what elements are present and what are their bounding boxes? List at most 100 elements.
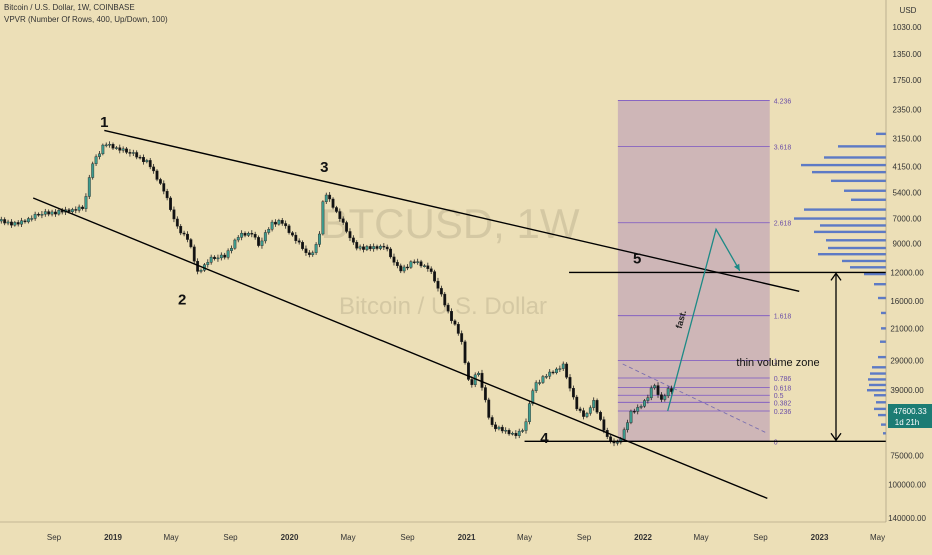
volume-profile-bar bbox=[876, 132, 886, 136]
dashed-projection-line[interactable] bbox=[622, 363, 768, 434]
candle-body bbox=[375, 246, 379, 249]
candle-body bbox=[460, 333, 464, 342]
candle-body bbox=[213, 256, 216, 259]
candle-body bbox=[548, 371, 552, 377]
candle-body bbox=[98, 153, 101, 157]
candle-body bbox=[267, 229, 271, 233]
candle-body bbox=[395, 262, 399, 266]
candle-body bbox=[246, 232, 250, 236]
candle-body bbox=[91, 163, 95, 178]
candle-body bbox=[636, 407, 640, 412]
candle-body bbox=[588, 407, 592, 414]
candle-body bbox=[236, 237, 240, 241]
volume-profile-bar bbox=[872, 366, 886, 369]
candle-body bbox=[257, 237, 260, 246]
candle-body bbox=[158, 179, 162, 184]
candle-body bbox=[527, 403, 531, 422]
candle-body bbox=[216, 257, 220, 260]
volume-profile-bar bbox=[878, 413, 886, 417]
candle-body bbox=[142, 157, 145, 163]
candle-body bbox=[101, 144, 105, 155]
candle-body bbox=[260, 240, 264, 246]
volume-profile-bar bbox=[850, 266, 886, 269]
candle-body bbox=[558, 368, 562, 370]
price-tick-label: 1350.00 bbox=[893, 50, 922, 59]
candle-body bbox=[219, 254, 223, 259]
candle-body bbox=[521, 430, 525, 432]
candle-body bbox=[274, 221, 277, 225]
volume-zone-label: thin volume zone bbox=[736, 357, 819, 369]
candle-body bbox=[656, 385, 660, 395]
candle-body bbox=[467, 362, 470, 380]
candle-body bbox=[230, 248, 233, 251]
candle-body bbox=[385, 246, 389, 250]
candle-body bbox=[487, 399, 491, 418]
candle-body bbox=[287, 225, 291, 233]
candle-body bbox=[121, 148, 125, 151]
candle-body bbox=[6, 221, 10, 224]
candle-body bbox=[534, 382, 538, 391]
candle-body bbox=[433, 271, 437, 282]
volume-profile-bar bbox=[883, 432, 886, 435]
candle-body bbox=[514, 432, 518, 436]
candle-body bbox=[148, 160, 152, 168]
watermark-name: Bitcoin / U.S. Dollar bbox=[339, 293, 547, 320]
candle-body bbox=[179, 226, 183, 234]
fib-level-label: 0.382 bbox=[774, 400, 792, 407]
candle-body bbox=[341, 218, 345, 223]
price-tick-label: 29000.00 bbox=[890, 357, 924, 366]
candle-body bbox=[16, 222, 20, 225]
candle-body bbox=[480, 372, 484, 388]
projection-path[interactable] bbox=[667, 227, 741, 412]
volume-profile-bar bbox=[874, 407, 886, 411]
candle-body bbox=[494, 424, 497, 430]
candle-body bbox=[551, 371, 555, 374]
candle-body bbox=[500, 426, 504, 432]
volume-profile-bar bbox=[804, 208, 886, 211]
time-tick-label: May bbox=[694, 533, 709, 542]
price-axis[interactable] bbox=[886, 0, 932, 522]
candle-body bbox=[13, 222, 17, 226]
price-tick-label: 140000.00 bbox=[888, 514, 926, 523]
chart-title: Bitcoin / U.S. Dollar, 1W, COINBASE bbox=[4, 3, 135, 12]
candle-body bbox=[504, 430, 508, 432]
candle-body bbox=[382, 245, 386, 248]
fib-level-label: 0 bbox=[774, 439, 778, 446]
candle-body bbox=[653, 385, 657, 389]
candle-body bbox=[450, 311, 453, 322]
channel-lower-trendline[interactable] bbox=[32, 197, 768, 499]
candle-body bbox=[582, 410, 585, 417]
volume-profile-bar bbox=[801, 163, 886, 167]
candle-body bbox=[240, 232, 244, 238]
candle-body bbox=[206, 262, 210, 265]
candle-body bbox=[629, 410, 633, 423]
candle-body bbox=[453, 320, 457, 325]
fib-level-label: 0.5 bbox=[774, 393, 784, 400]
candle-body bbox=[477, 372, 481, 376]
candle-body bbox=[446, 304, 450, 312]
candle-body bbox=[568, 377, 572, 389]
candle-body bbox=[561, 363, 565, 369]
volume-profile-bar bbox=[868, 378, 886, 381]
candle-body bbox=[328, 194, 332, 200]
volume-profile-bar bbox=[812, 170, 886, 174]
candle-body bbox=[345, 222, 349, 232]
candle-body bbox=[172, 209, 176, 220]
candle-body bbox=[419, 261, 423, 267]
time-axis[interactable] bbox=[0, 522, 932, 550]
channel-upper-trendline[interactable] bbox=[104, 129, 800, 293]
candle-body bbox=[47, 211, 51, 215]
candle-body bbox=[145, 160, 149, 163]
candle-body bbox=[297, 240, 301, 243]
candle-body bbox=[175, 218, 179, 227]
candle-body bbox=[379, 245, 382, 249]
time-tick-label: May bbox=[517, 533, 532, 542]
candle-body bbox=[189, 239, 193, 248]
candle-body bbox=[23, 220, 27, 223]
candle-body bbox=[538, 382, 541, 384]
candle-body bbox=[439, 288, 443, 295]
drawings[interactable]: fast. 1 2 3 4 5 thin volume zone bbox=[32, 114, 886, 499]
